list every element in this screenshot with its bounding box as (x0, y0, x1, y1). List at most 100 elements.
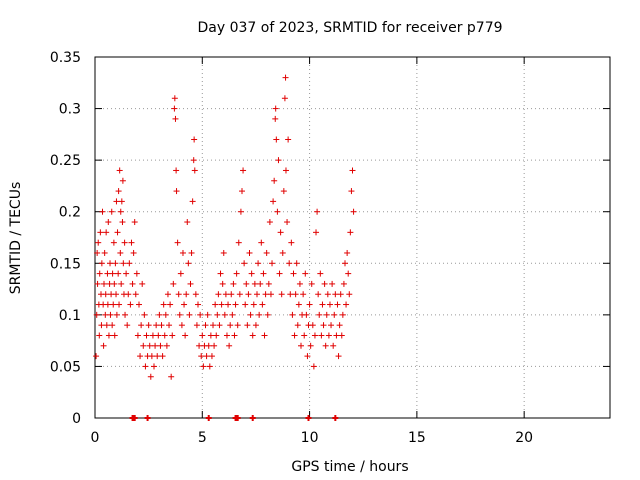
data-point (314, 208, 321, 215)
data-point (155, 332, 162, 339)
data-point (298, 342, 304, 349)
data-point (275, 157, 282, 164)
data-point (348, 188, 355, 195)
data-point (137, 353, 144, 360)
data-point (154, 353, 161, 360)
data-point (227, 322, 234, 329)
chart-title: Day 037 of 2023, SRMTID for receiver p77… (197, 20, 502, 36)
data-point (302, 270, 309, 277)
data-point (191, 167, 198, 174)
x-tick-label: 5 (198, 430, 207, 446)
data-point (115, 188, 122, 195)
data-point (153, 322, 160, 329)
data-point (213, 332, 220, 339)
data-point (332, 291, 339, 298)
x-axis-title: GPS time / hours (291, 459, 408, 475)
data-point (110, 239, 117, 246)
data-point (295, 301, 302, 308)
data-point (181, 301, 188, 308)
data-point (172, 115, 179, 122)
data-point (121, 239, 128, 246)
data-point (108, 208, 115, 215)
zero-marker (249, 415, 256, 421)
data-point (269, 260, 276, 267)
zero-marker (205, 415, 212, 421)
data-point (322, 342, 329, 349)
data-point (225, 301, 232, 308)
data-point (272, 105, 279, 112)
data-point (323, 311, 330, 318)
data-point (117, 249, 124, 256)
data-point (254, 291, 261, 298)
zero-marker (305, 415, 312, 421)
zero-marker (131, 415, 138, 421)
data-point (282, 74, 289, 81)
grid-lines (95, 57, 610, 418)
data-point (170, 280, 177, 287)
data-point (103, 229, 110, 236)
data-point (205, 342, 212, 349)
data-point (215, 291, 222, 298)
data-point (171, 95, 178, 102)
data-point (196, 342, 203, 349)
data-point (102, 291, 109, 298)
data-point (110, 301, 117, 308)
data-point (94, 249, 101, 256)
data-point (206, 363, 213, 370)
data-point (147, 373, 154, 380)
data-point (107, 311, 114, 318)
data-point (228, 291, 235, 298)
data-point (179, 249, 186, 256)
data-point (333, 332, 340, 339)
zero-marker (332, 415, 339, 421)
data-point (282, 167, 289, 174)
data-point (290, 270, 297, 277)
data-point (293, 260, 300, 267)
data-point (116, 301, 123, 308)
data-point (114, 229, 121, 236)
data-point (337, 291, 344, 298)
data-point (217, 270, 224, 277)
data-point (146, 342, 153, 349)
data-point (188, 249, 195, 256)
data-point (291, 332, 298, 339)
data-point (119, 177, 126, 184)
data-point (230, 280, 237, 287)
data-point (207, 332, 214, 339)
data-point (203, 353, 210, 360)
data-point (271, 177, 278, 184)
data-point (173, 167, 180, 174)
data-point (316, 311, 323, 318)
data-point (317, 270, 324, 277)
data-point (190, 157, 197, 164)
data-point (103, 322, 110, 329)
data-point (166, 322, 173, 329)
data-point (100, 342, 107, 349)
data-point (243, 280, 250, 287)
data-point (347, 229, 354, 236)
data-point (157, 342, 164, 349)
y-tick-label: 0.35 (50, 50, 81, 66)
y-tick-label: 0 (72, 411, 81, 427)
data-point (116, 167, 123, 174)
data-point (185, 260, 192, 267)
data-point (129, 280, 136, 287)
data-point (94, 280, 101, 287)
y-tick-labels: 0 0.05 0.1 0.15 0.2 0.25 0.3 0.35 (50, 50, 81, 427)
data-point (284, 219, 291, 226)
data-point (141, 311, 148, 318)
data-point (168, 373, 175, 380)
data-point (304, 353, 311, 360)
data-point (341, 260, 348, 267)
data-point (124, 322, 131, 329)
data-point (104, 301, 111, 308)
data-point (335, 353, 342, 360)
data-point (294, 322, 301, 329)
data-point (171, 105, 178, 112)
data-point (338, 332, 345, 339)
data-point (318, 332, 325, 339)
data-point (281, 95, 288, 102)
data-point (130, 249, 137, 256)
data-point (251, 280, 258, 287)
data-point (266, 219, 273, 226)
